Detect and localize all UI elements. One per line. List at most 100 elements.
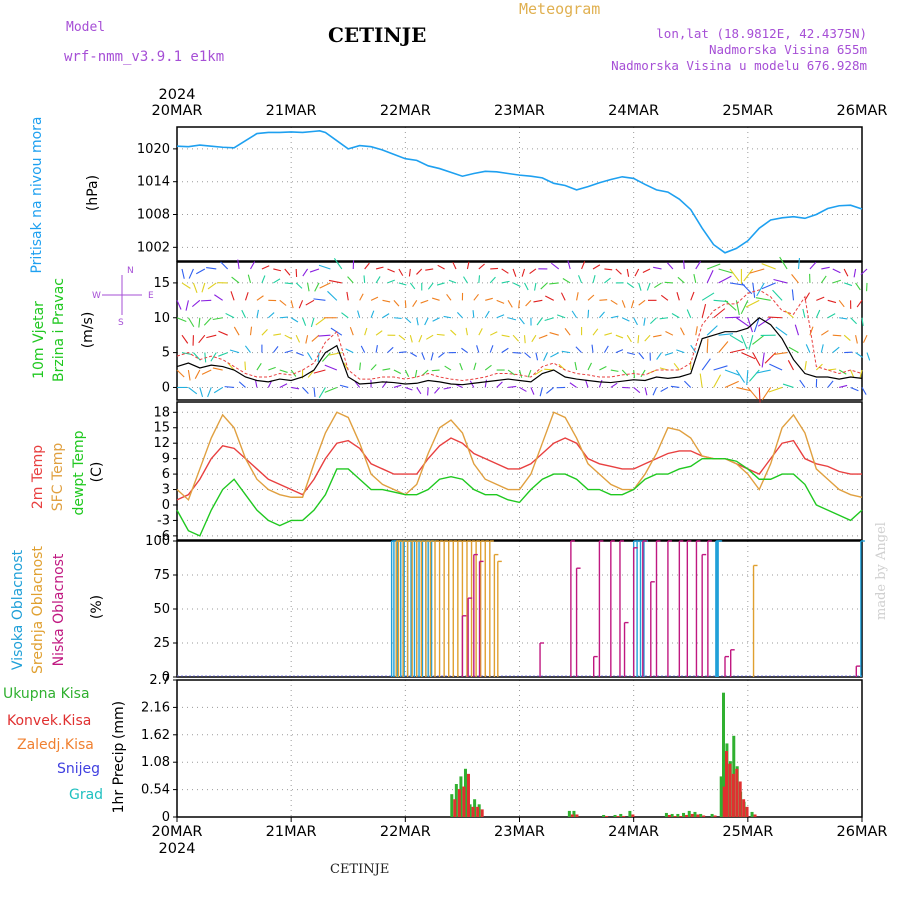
wind-barb bbox=[229, 349, 240, 354]
wind-barb bbox=[861, 387, 867, 395]
wind-barb bbox=[382, 368, 391, 371]
wind-barb bbox=[706, 338, 709, 353]
precip-unit-label: (mm) bbox=[111, 701, 127, 739]
wind-barb bbox=[560, 292, 566, 301]
wind-barb bbox=[773, 352, 788, 356]
wind-barb bbox=[546, 387, 555, 394]
wind-barb bbox=[832, 268, 841, 274]
wind-barb bbox=[820, 344, 824, 353]
wind-barb bbox=[507, 317, 517, 321]
wind-barb bbox=[761, 387, 772, 401]
wind-barb bbox=[194, 369, 201, 379]
wind-barb bbox=[238, 381, 246, 388]
wind-barb bbox=[512, 282, 521, 287]
wind-barb bbox=[740, 334, 748, 350]
wind-barb bbox=[185, 300, 189, 311]
wind-barb bbox=[416, 268, 423, 275]
wind-barb bbox=[192, 282, 198, 293]
wind-barb bbox=[761, 352, 765, 368]
wind-barb bbox=[809, 326, 814, 336]
wind-barb bbox=[370, 364, 377, 371]
y-tick-label: 1020 bbox=[137, 142, 170, 157]
wind-barb bbox=[653, 334, 662, 338]
y-tick-label: 1002 bbox=[137, 240, 170, 255]
wind-barb bbox=[701, 304, 707, 318]
wind-barb bbox=[748, 369, 760, 382]
wind-barb bbox=[633, 317, 638, 326]
wind-barb bbox=[787, 360, 794, 371]
wind-barb bbox=[752, 282, 756, 298]
wind-barb bbox=[313, 387, 316, 397]
y-tick-label: 25 bbox=[153, 636, 170, 651]
model-altitude: Nadmorska Visina u modelu 676.928m bbox=[611, 58, 867, 73]
cloud-unit-label: (%) bbox=[89, 595, 105, 619]
wind-barb bbox=[496, 381, 503, 388]
wind-barb bbox=[556, 314, 566, 319]
wind-barb bbox=[290, 300, 294, 309]
wind-barb bbox=[404, 317, 412, 324]
wind-barb bbox=[363, 275, 366, 283]
wind-barb bbox=[199, 387, 204, 398]
wind-barb bbox=[779, 256, 788, 270]
wind-barb bbox=[610, 382, 618, 388]
y-tick-label: 0.54 bbox=[141, 783, 170, 798]
wind-barb bbox=[307, 282, 310, 292]
wind-barb bbox=[261, 329, 268, 336]
wind-barb bbox=[359, 293, 364, 301]
wind-barb bbox=[284, 282, 293, 285]
wind-barb bbox=[424, 317, 429, 326]
wind-barb bbox=[305, 299, 315, 306]
cloud-axis-label-mid: Srednja Oblacnost bbox=[30, 546, 46, 674]
wind-barb bbox=[273, 333, 282, 336]
precip-bar-precip_conv bbox=[745, 806, 749, 817]
y-tick-label: 5 bbox=[162, 346, 170, 361]
wind-barb bbox=[416, 387, 422, 395]
wind-barb bbox=[521, 268, 526, 277]
wind-barb bbox=[437, 264, 445, 270]
wind-barb bbox=[256, 295, 264, 301]
y-tick-label: 100 bbox=[145, 534, 170, 549]
wind-barb bbox=[224, 386, 235, 389]
wind-barb bbox=[408, 268, 411, 277]
wind-barb bbox=[254, 379, 258, 388]
wind-barb bbox=[534, 282, 537, 291]
precip-legend-item: Grad bbox=[69, 787, 103, 803]
wind-barb bbox=[279, 299, 287, 306]
wind-barb bbox=[587, 362, 593, 371]
wind-barb bbox=[821, 330, 829, 336]
wind-barb bbox=[284, 334, 293, 340]
wind-barb bbox=[599, 311, 605, 319]
wind-barb bbox=[699, 373, 703, 388]
wind-barb bbox=[456, 311, 463, 319]
wind-barb bbox=[536, 317, 543, 326]
wind-barb bbox=[267, 312, 275, 319]
precip-bar-precip_conv bbox=[728, 763, 732, 817]
wind-barb bbox=[290, 317, 299, 323]
wind-barb bbox=[360, 345, 366, 353]
wind-barb bbox=[375, 276, 381, 284]
product-title: Meteogram bbox=[519, 0, 601, 18]
wind-barb bbox=[524, 352, 531, 359]
wind-barb bbox=[256, 363, 262, 371]
wind-barb bbox=[701, 292, 715, 301]
wind-barb bbox=[524, 282, 529, 291]
y-tick-label: 15 bbox=[153, 421, 170, 436]
wind-barb bbox=[797, 257, 801, 270]
wind-barb bbox=[843, 282, 853, 287]
precip-bar-precip_total bbox=[719, 776, 723, 817]
wind-barb bbox=[512, 268, 517, 277]
wind-barb bbox=[574, 361, 578, 371]
wind-barb bbox=[198, 334, 206, 344]
time-tick-label-top: 25MAR bbox=[722, 103, 773, 119]
wind-barb bbox=[434, 387, 440, 394]
precip-bar-precip_total bbox=[567, 810, 571, 817]
time-tick-label-bottom: 21MAR bbox=[266, 824, 317, 840]
wind-barb bbox=[431, 369, 440, 372]
wind-barb bbox=[317, 352, 320, 363]
wind-barb bbox=[459, 362, 463, 371]
wind-barb bbox=[489, 345, 494, 353]
precip-bar-precip_conv bbox=[616, 815, 620, 817]
wind-barb bbox=[804, 361, 807, 371]
precip-bar-precip_conv bbox=[713, 815, 717, 817]
wind-barb bbox=[387, 268, 395, 273]
